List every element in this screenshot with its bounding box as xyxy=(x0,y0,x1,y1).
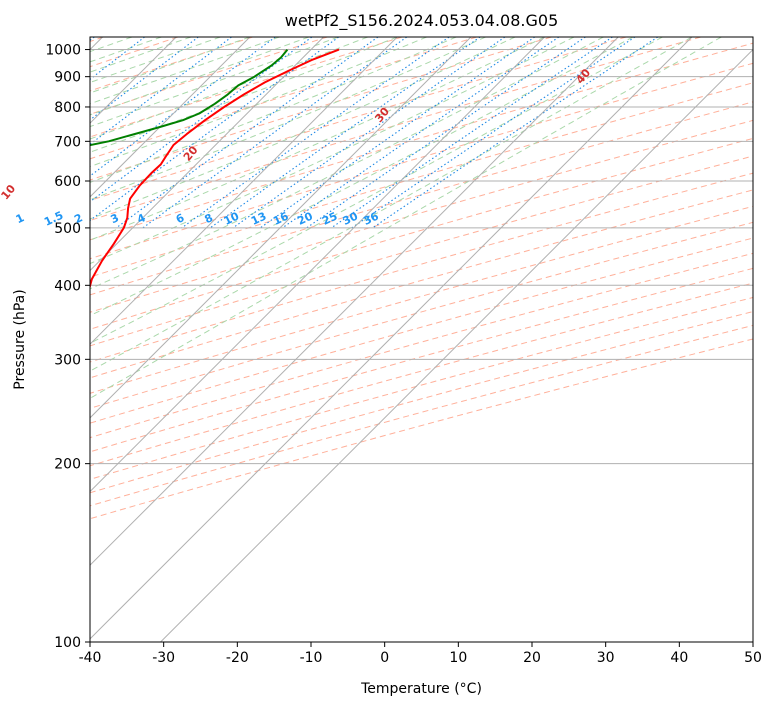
chart-title: wetPf2_S156.2024.053.04.08.G05 xyxy=(285,11,559,31)
dry-adiabat-line xyxy=(90,37,253,92)
dry-adiabat-label: 40 xyxy=(573,66,593,86)
y-tick-label: 700 xyxy=(54,134,81,150)
mixing-ratio-label: 36 xyxy=(361,209,381,227)
mixing-ratio-label: 8 xyxy=(202,211,214,226)
isotherm-line xyxy=(90,37,619,566)
isotherm-line xyxy=(90,37,324,272)
dry-adiabat-line xyxy=(90,252,753,439)
moist-adiabat-line xyxy=(90,37,663,344)
dry-adiabat-line xyxy=(90,37,477,160)
mixing-ratio-line xyxy=(90,37,232,146)
mixing-ratio-label: 3 xyxy=(108,211,120,226)
moist-adiabat-line xyxy=(90,37,427,168)
isotherm-line xyxy=(90,37,472,419)
isotherm-line xyxy=(90,37,545,493)
y-tick-label: 200 xyxy=(54,457,81,473)
x-tick-label: 50 xyxy=(744,650,762,666)
moist-adiabat-line xyxy=(90,37,516,220)
mixing-ratio-line xyxy=(90,37,145,81)
x-tick-label: 40 xyxy=(670,650,688,666)
y-axis-label: Pressure (hPa) xyxy=(12,289,28,389)
profile-lines xyxy=(90,48,340,290)
y-tick-label: 500 xyxy=(54,221,81,237)
dry-adiabat-line xyxy=(90,37,403,138)
y-tick-label: 800 xyxy=(54,100,81,116)
dry-adiabat-line xyxy=(90,172,753,363)
moist-adiabat-line xyxy=(90,37,722,399)
dry-adiabat-line xyxy=(90,101,753,296)
y-tick-label: 900 xyxy=(54,70,81,86)
mixing-ratio-line xyxy=(282,37,560,229)
moist-adiabat-line xyxy=(90,37,545,241)
dry-adiabat-line xyxy=(90,137,753,330)
y-tick-label: 300 xyxy=(54,352,81,368)
moist-adiabat-line xyxy=(90,37,634,317)
isotherm-line xyxy=(160,48,753,642)
x-tick-label: -10 xyxy=(300,650,323,666)
mixing-ratio-line xyxy=(90,37,339,222)
isotherm-line xyxy=(90,37,398,345)
isotherm-line xyxy=(90,37,251,198)
dry-adiabat-line xyxy=(90,119,753,313)
moist-adiabat-line xyxy=(90,37,575,265)
x-tick-label: -40 xyxy=(79,650,102,666)
isotherm-line xyxy=(90,37,693,640)
dry-adiabat-line xyxy=(90,267,753,453)
y-tick-label: 1000 xyxy=(45,43,81,59)
x-tick-label: 10 xyxy=(449,650,467,666)
dewpoint-line xyxy=(90,48,289,147)
mixing-ratio-line xyxy=(90,37,199,121)
x-axis-label: Temperature (°C) xyxy=(360,681,482,697)
mixing-ratio-label: 20 xyxy=(295,209,315,227)
mixing-ratio-label: 6 xyxy=(174,211,187,226)
y-tick-label: 600 xyxy=(54,174,81,190)
mixing-ratio-label: 10 xyxy=(222,209,242,227)
mixing-ratio-line xyxy=(351,37,636,229)
dry-adiabat-label: 10 xyxy=(0,182,18,202)
dry-adiabat-line xyxy=(90,221,753,409)
x-tick-label: 30 xyxy=(597,650,615,666)
mixing-ratio-label: 16 xyxy=(271,209,291,227)
mixing-ratio-line xyxy=(115,37,379,229)
mixing-ratio-label: 1 xyxy=(14,211,26,226)
y-tick-label: 100 xyxy=(54,635,81,651)
mixing-ratio-line xyxy=(209,37,481,229)
dry-adiabat-label: 20 xyxy=(181,143,201,163)
plot-frame xyxy=(89,36,754,643)
background-lines xyxy=(90,37,753,642)
dry-adiabat-line xyxy=(90,338,753,520)
x-tick-label: -30 xyxy=(152,650,175,666)
x-tick-label: 20 xyxy=(523,650,541,666)
dry-adiabat-line xyxy=(90,155,753,347)
moist-adiabat-line xyxy=(90,37,604,290)
mixing-ratio-line xyxy=(181,37,450,229)
moist-adiabat-line xyxy=(90,37,309,116)
moist-adiabat-line xyxy=(90,37,339,128)
y-tick-label: 400 xyxy=(54,278,81,294)
mixing-ratio-line xyxy=(372,37,659,229)
axes: -40 -30 -20 -10 0 10 20 30 40 50 100 200 300 400 500 60… xyxy=(45,43,762,666)
x-tick-label: 0 xyxy=(380,650,389,666)
x-tick-label: -20 xyxy=(226,650,249,666)
mixing-ratio-label: 30 xyxy=(341,209,361,227)
dry-adiabat-label: 30 xyxy=(372,105,392,125)
dry-adiabat-line xyxy=(90,296,753,480)
moist-adiabat-line xyxy=(90,37,486,201)
mixing-ratio-label: 13 xyxy=(249,210,268,228)
dry-adiabat-line xyxy=(90,62,753,260)
dry-adiabat-line xyxy=(90,37,701,222)
dry-adiabat-line xyxy=(90,37,627,202)
dry-adiabat-line xyxy=(90,324,753,507)
mixing-ratio-line xyxy=(306,37,586,229)
mixing-ratio-line xyxy=(90,37,95,42)
moist-adiabat-line xyxy=(90,37,280,105)
moist-adiabat-line xyxy=(90,37,398,153)
moist-adiabat-line xyxy=(90,37,251,94)
temperature-line xyxy=(90,48,340,290)
dry-adiabat-line xyxy=(90,37,552,181)
mixing-ratio-label: 25 xyxy=(320,210,339,228)
